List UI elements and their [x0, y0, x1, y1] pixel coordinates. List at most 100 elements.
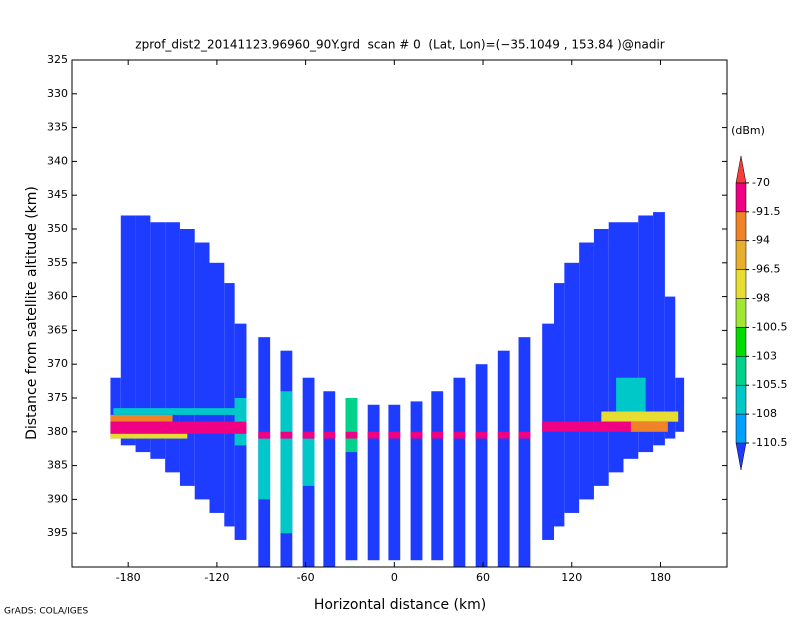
cell: [518, 431, 531, 439]
x-tick-label: -60: [297, 571, 315, 584]
y-tick-label: 350: [47, 222, 68, 235]
x-tick-label: 180: [650, 571, 671, 584]
colorbar-segment: [735, 182, 747, 213]
y-tick-label: 355: [47, 256, 68, 269]
cell: [367, 404, 380, 561]
cell: [345, 398, 358, 453]
cell: [653, 212, 665, 446]
cell: [110, 414, 173, 422]
cell: [453, 377, 466, 567]
cell: [475, 431, 488, 439]
x-tick-label: 0: [391, 571, 398, 584]
y-tick-label: 390: [47, 492, 68, 505]
cell: [110, 433, 188, 439]
y-tick-label: 335: [47, 121, 68, 134]
cell: [280, 431, 293, 439]
cell: [258, 431, 271, 439]
colorbar-tick-label: -98: [752, 292, 770, 305]
cell: [675, 377, 685, 432]
x-tick-label: -120: [204, 571, 229, 584]
y-tick-label: 395: [47, 526, 68, 539]
y-tick-label: 345: [47, 188, 68, 201]
y-tick-label: 340: [47, 154, 68, 167]
cell: [564, 262, 580, 513]
colorbar-tick-label: -96.5: [752, 263, 780, 276]
cell: [579, 242, 594, 500]
colorbar-segment: [735, 240, 747, 270]
colorbar-segment: [735, 413, 747, 444]
cell: [388, 404, 401, 561]
colorbar-label: (dBm): [731, 124, 765, 137]
field: [110, 212, 685, 567]
colorbar-tick-label: -91.5: [752, 205, 780, 218]
cell: [323, 431, 336, 439]
cell: [542, 421, 654, 432]
y-tick-label: 325: [47, 53, 68, 66]
cell: [410, 401, 423, 561]
y-tick-label: 360: [47, 290, 68, 303]
credit: GrADS: COLA/IGES: [4, 607, 88, 617]
plot-frame: [71, 59, 728, 568]
cell: [431, 431, 444, 439]
cell: [345, 398, 358, 561]
cell: [209, 262, 225, 513]
x-tick-label: 60: [476, 571, 490, 584]
y-tick-label: 365: [47, 323, 68, 336]
cell: [135, 215, 151, 453]
colorbar-segment: [735, 356, 747, 386]
x-tick-label: -180: [116, 571, 141, 584]
colorbar-tick-label: -103: [752, 349, 777, 362]
colorbar-cap: [735, 155, 747, 184]
cell: [323, 391, 336, 567]
cell: [388, 431, 401, 439]
colorbar-tick-label: -108: [752, 407, 777, 420]
cell: [194, 242, 210, 500]
y-axis-label: Distance from satellite altitude (km): [24, 186, 40, 440]
cell: [593, 229, 609, 486]
cell: [302, 431, 315, 439]
cell: [345, 431, 358, 439]
cell: [113, 408, 247, 415]
colorbar-segment: [735, 327, 747, 357]
cell: [518, 337, 531, 567]
x-axis-label: Horizontal distance (km): [314, 597, 486, 613]
colorbar-tick-label: -100.5: [752, 320, 787, 333]
cell: [120, 215, 136, 446]
cell: [150, 222, 166, 459]
chart-title: zprof_dist2_20141123.96960_90Y.grd scan …: [135, 38, 664, 52]
y-tick-label: 330: [47, 87, 68, 100]
cell: [497, 350, 510, 567]
cell: [608, 222, 624, 473]
y-tick-label: 375: [47, 391, 68, 404]
colorbar-tick-label: -70: [752, 176, 770, 189]
cell: [630, 421, 668, 432]
cell: [497, 431, 510, 439]
colorbar-tick-label: -94: [752, 234, 770, 247]
cell: [110, 421, 247, 434]
colorbar-segment: [735, 211, 747, 241]
y-tick-label: 385: [47, 459, 68, 472]
cell: [179, 229, 195, 486]
colorbar-tick-label: -105.5: [752, 378, 787, 391]
cell: [302, 438, 315, 486]
cell: [453, 431, 466, 439]
colorbar-segment: [735, 269, 747, 299]
y-tick-label: 380: [47, 425, 68, 438]
cell: [410, 431, 423, 439]
cell: [258, 438, 271, 500]
y-tick-label: 370: [47, 357, 68, 370]
cell: [431, 391, 444, 561]
colorbar-segment: [735, 298, 747, 328]
colorbar-segment: [735, 384, 747, 415]
x-tick-label: 120: [561, 571, 582, 584]
colorbar-tick-label: -110.5: [752, 436, 787, 449]
colorbar-cap: [735, 442, 747, 471]
cell: [475, 364, 488, 567]
cell: [224, 283, 235, 527]
cell: [367, 431, 380, 439]
cell: [664, 296, 676, 439]
cell: [280, 391, 293, 534]
cell: [554, 283, 565, 527]
cell: [601, 411, 679, 422]
